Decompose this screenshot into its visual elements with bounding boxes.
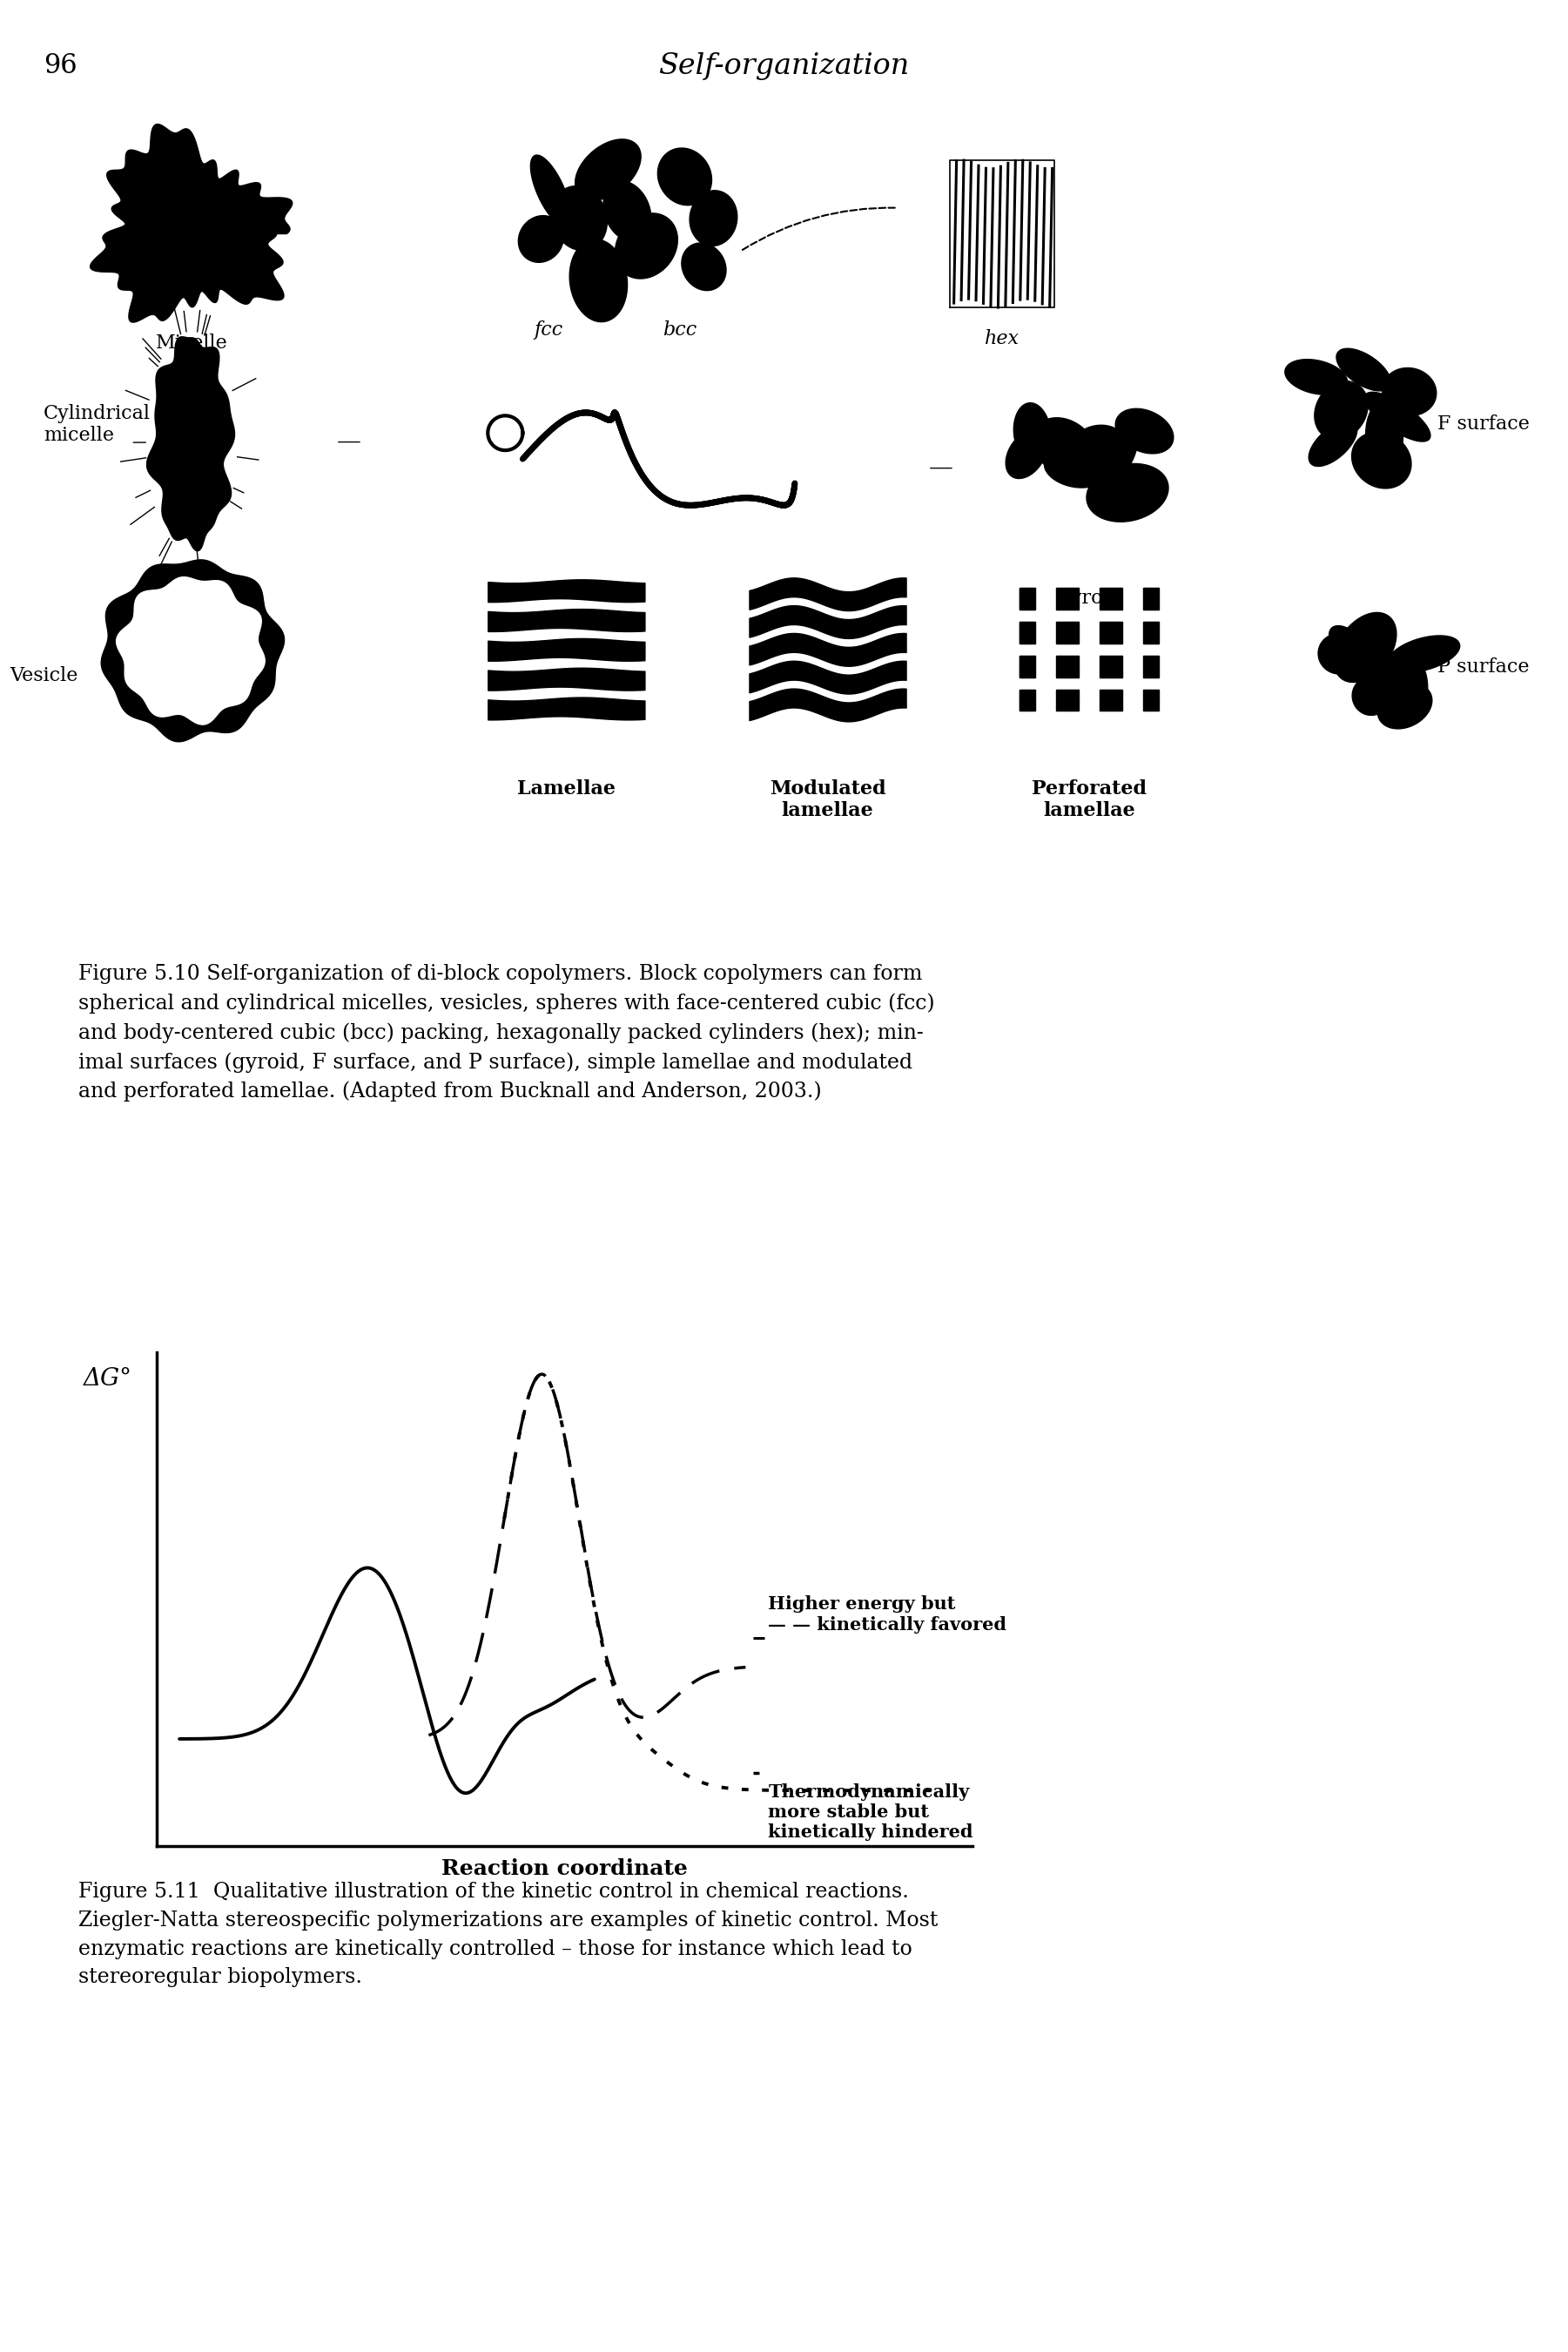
Text: Vesicle: Vesicle bbox=[9, 666, 78, 684]
Polygon shape bbox=[102, 560, 284, 741]
Polygon shape bbox=[1322, 381, 1363, 423]
Text: Lamellae: Lamellae bbox=[517, 779, 615, 800]
Text: —: — bbox=[928, 456, 953, 480]
Polygon shape bbox=[1032, 419, 1096, 475]
Polygon shape bbox=[1284, 360, 1347, 395]
Polygon shape bbox=[615, 214, 677, 278]
Text: Figure 5.10 Self-organization of di-block copolymers. Block copolymers can form
: Figure 5.10 Self-organization of di-bloc… bbox=[78, 964, 935, 1101]
Polygon shape bbox=[1391, 652, 1427, 713]
Polygon shape bbox=[1314, 381, 1367, 440]
Text: 96: 96 bbox=[44, 52, 77, 80]
Text: fcc: fcc bbox=[535, 320, 563, 339]
Polygon shape bbox=[1381, 367, 1436, 416]
Text: Micelle: Micelle bbox=[155, 334, 227, 353]
Polygon shape bbox=[1013, 402, 1051, 463]
Polygon shape bbox=[147, 336, 235, 550]
Text: Perforated
lamellae: Perforated lamellae bbox=[1032, 779, 1146, 821]
Text: Thermodynamically
more stable but
kinetically hindered: Thermodynamically more stable but kineti… bbox=[768, 1783, 974, 1842]
Polygon shape bbox=[682, 242, 726, 292]
Polygon shape bbox=[690, 191, 737, 247]
X-axis label: Reaction coordinate: Reaction coordinate bbox=[441, 1858, 688, 1879]
Text: Cylindrical
micelle: Cylindrical micelle bbox=[44, 405, 151, 445]
Polygon shape bbox=[1115, 409, 1173, 454]
Polygon shape bbox=[1087, 463, 1168, 522]
Polygon shape bbox=[1336, 348, 1391, 390]
Text: P surface: P surface bbox=[1438, 656, 1529, 677]
Polygon shape bbox=[1044, 449, 1104, 487]
Polygon shape bbox=[575, 139, 641, 200]
Polygon shape bbox=[1352, 677, 1389, 715]
Text: Higher energy but
— — kinetically favored: Higher energy but — — kinetically favore… bbox=[768, 1595, 1007, 1632]
Polygon shape bbox=[657, 148, 712, 205]
Text: bcc: bcc bbox=[662, 320, 696, 339]
Text: Modulated
lamellae: Modulated lamellae bbox=[770, 779, 886, 821]
Y-axis label: ΔG°: ΔG° bbox=[83, 1367, 132, 1390]
Polygon shape bbox=[1309, 421, 1358, 466]
Polygon shape bbox=[1065, 426, 1129, 482]
Polygon shape bbox=[1005, 430, 1047, 477]
Polygon shape bbox=[1352, 433, 1411, 489]
Polygon shape bbox=[1041, 428, 1076, 461]
Polygon shape bbox=[1319, 633, 1359, 675]
Text: hex: hex bbox=[985, 329, 1019, 348]
Polygon shape bbox=[1364, 393, 1430, 442]
Polygon shape bbox=[1355, 647, 1408, 696]
Text: Self-organization: Self-organization bbox=[659, 52, 909, 80]
Polygon shape bbox=[552, 186, 607, 249]
Polygon shape bbox=[1330, 626, 1374, 670]
Polygon shape bbox=[91, 125, 292, 322]
Text: Gyroid: Gyroid bbox=[1055, 588, 1123, 609]
Polygon shape bbox=[116, 576, 265, 724]
Text: —: — bbox=[336, 430, 361, 454]
Polygon shape bbox=[1388, 635, 1460, 673]
Polygon shape bbox=[1104, 430, 1137, 477]
Polygon shape bbox=[1334, 612, 1397, 682]
Polygon shape bbox=[1366, 400, 1403, 470]
Polygon shape bbox=[1378, 684, 1432, 729]
Text: Figure 5.11  Qualitative illustration of the kinetic control in chemical reactio: Figure 5.11 Qualitative illustration of … bbox=[78, 1882, 938, 1987]
Polygon shape bbox=[569, 240, 627, 322]
Polygon shape bbox=[1038, 419, 1085, 456]
Text: F surface: F surface bbox=[1438, 414, 1529, 433]
Polygon shape bbox=[604, 181, 651, 242]
Polygon shape bbox=[519, 216, 563, 263]
Polygon shape bbox=[530, 155, 571, 226]
